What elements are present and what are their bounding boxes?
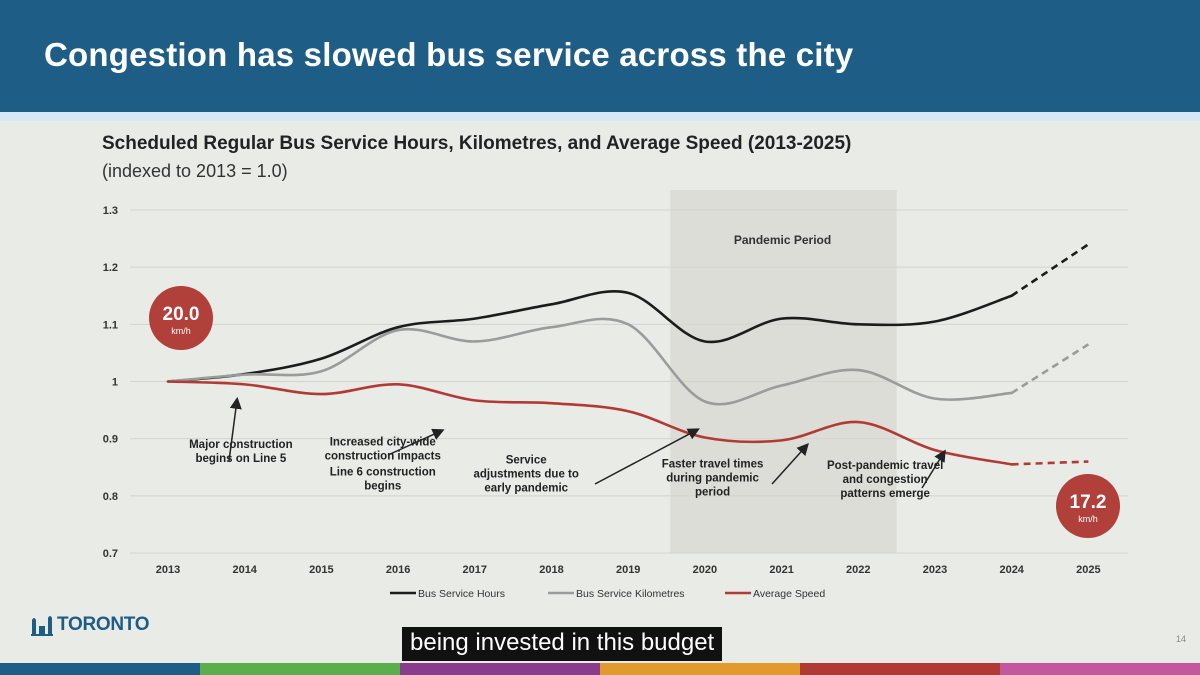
pandemic-region [670,190,897,553]
annotation-text: period [695,487,730,499]
y-tick-label: 1.2 [103,262,118,274]
color-bar-segment [400,663,600,675]
x-tick-label: 2021 [769,564,793,576]
annotation-arrow [921,449,946,489]
speed-start-badge-circle [149,286,213,350]
speed-end-badge-value: 17.2 [1070,492,1107,513]
pandemic-label: Pandemic Period [734,233,831,247]
legend-label: Bus Service Hours [418,588,505,600]
legend-label: Bus Service Kilometres [576,588,685,600]
header-divider [0,112,1200,121]
speed-end-badge-unit: km/h [1078,514,1098,524]
x-tick-label: 2023 [923,564,947,576]
speed-end-badge-circle [1056,474,1120,538]
color-bar-segment [0,663,200,675]
annotation-text: adjustments due to [473,468,578,480]
x-tick-label: 2015 [309,564,333,576]
x-tick-label: 2014 [232,564,257,576]
y-tick-label: 0.7 [103,548,118,560]
series-line-projected [1011,460,1089,466]
annotation-arrow [387,428,445,456]
speed-start-badge-unit: km/h [171,326,191,336]
x-tick-label: 2025 [1076,564,1100,576]
page-title: Congestion has slowed bus service across… [44,36,854,73]
annotation-text: Post-pandemic travel [827,460,943,472]
color-bar-segment [200,663,400,675]
toronto-logo: TORONTO [30,614,150,636]
x-tick-label: 2018 [539,564,563,576]
series-line [166,289,1013,383]
annotation-text: Faster travel times [662,459,764,471]
color-bar-segment [800,663,1000,675]
x-tick-label: 2017 [463,564,487,576]
page-number: 14 [1176,634,1187,644]
x-tick-label: 2024 [999,564,1024,576]
series-line [166,317,1013,406]
color-bar-segment [600,663,800,675]
header-bar: Congestion has slowed bus service across… [0,0,1200,112]
y-tick-label: 0.9 [103,434,118,446]
y-tick-label: 0.8 [103,491,118,503]
x-tick-label: 2019 [616,564,640,576]
annotation-text: patterns emerge [840,488,929,500]
series-line [166,380,1013,466]
x-tick-label: 2013 [156,564,180,576]
annotation-text: construction impacts [325,451,441,463]
speed-start-badge-value: 20.0 [163,304,200,325]
logo-text: TORONTO [57,614,150,635]
annotation-arrow [594,428,700,485]
city-hall-icon [31,616,53,636]
chart-title: Scheduled Regular Bus Service Hours, Kil… [102,133,852,154]
legend-label: Average Speed [753,588,825,600]
series-line-projected [1010,243,1090,297]
x-tick-label: 2016 [386,564,410,576]
video-caption: being invested in this budget [402,627,723,661]
annotation-text: Major construction [189,439,293,451]
y-tick-label: 1.3 [103,205,118,217]
y-tick-label: 1 [112,377,118,389]
chart-subtitle: (indexed to 2013 = 1.0) [102,161,288,181]
y-tick-label: 1.1 [103,319,118,331]
annotation-arrow [228,396,242,462]
x-tick-label: 2022 [846,564,870,576]
series-line-projected [1011,343,1090,395]
annotation-text: begins on Line 5 [195,453,286,465]
annotation-text: begins [364,480,401,492]
x-tick-label: 2020 [693,564,717,576]
annotation-text: Increased city-wide [330,437,436,449]
annotation-text: Line 6 construction [330,466,436,478]
annotation-arrow [771,443,809,485]
annotation-text: Service [506,454,547,466]
color-bar [0,663,1200,675]
annotation-text: early pandemic [484,482,568,494]
annotation-text: and congestion [843,474,928,486]
color-bar-segment [1000,663,1200,675]
annotation-text: during pandemic [666,473,759,485]
